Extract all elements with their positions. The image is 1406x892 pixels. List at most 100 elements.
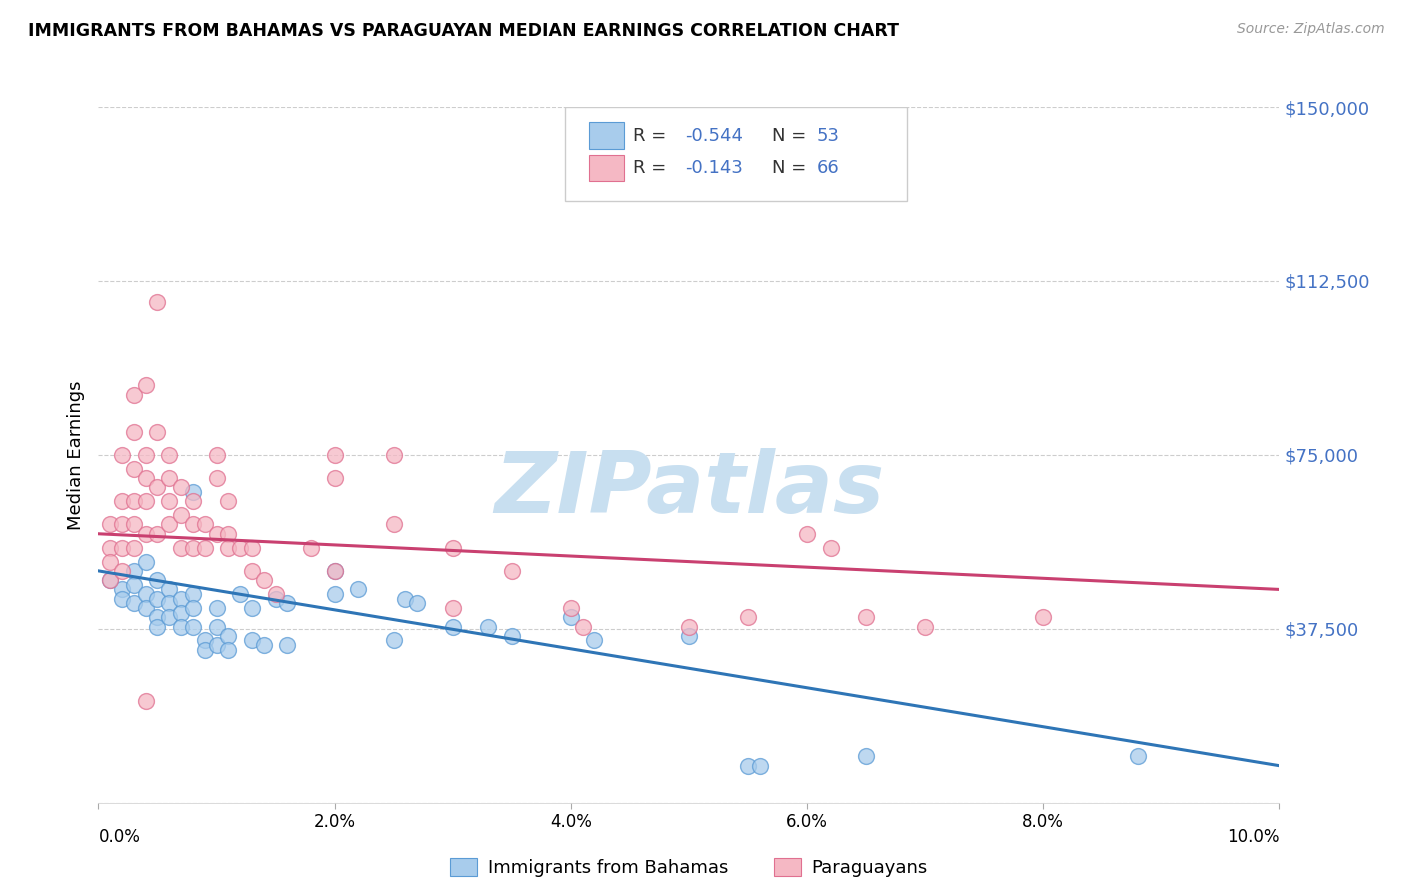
Point	[122, 578, 145, 592]
Point	[111, 541, 134, 555]
Point	[240, 541, 263, 555]
Point	[135, 555, 157, 569]
Legend: Immigrants from Bahamas, Paraguayans: Immigrants from Bahamas, Paraguayans	[443, 850, 935, 884]
Point	[1126, 749, 1149, 764]
Point	[146, 619, 169, 633]
Text: -0.143: -0.143	[685, 160, 744, 178]
Point	[205, 638, 228, 652]
Point	[135, 587, 157, 601]
Point	[194, 517, 217, 532]
Text: Source: ZipAtlas.com: Source: ZipAtlas.com	[1237, 22, 1385, 37]
Point	[170, 619, 193, 633]
Point	[135, 694, 157, 708]
Text: R =: R =	[634, 127, 672, 145]
Point	[276, 638, 298, 652]
Point	[122, 564, 145, 578]
Point	[678, 619, 700, 633]
Point	[181, 587, 204, 601]
Point	[194, 541, 217, 555]
Point	[146, 425, 169, 439]
Point	[678, 629, 700, 643]
Point	[205, 471, 228, 485]
Text: IMMIGRANTS FROM BAHAMAS VS PARAGUAYAN MEDIAN EARNINGS CORRELATION CHART: IMMIGRANTS FROM BAHAMAS VS PARAGUAYAN ME…	[28, 22, 898, 40]
Point	[146, 573, 169, 587]
Text: R =: R =	[634, 160, 672, 178]
Point	[855, 610, 877, 624]
Point	[501, 629, 523, 643]
Point	[157, 494, 180, 508]
Point	[181, 541, 204, 555]
Text: ZIPatlas: ZIPatlas	[494, 448, 884, 532]
Point	[122, 517, 145, 532]
Point	[111, 582, 134, 597]
Point	[181, 619, 204, 633]
Point	[299, 541, 322, 555]
Point	[111, 517, 134, 532]
Point	[194, 642, 217, 657]
Point	[240, 633, 263, 648]
Point	[98, 555, 121, 569]
Point	[229, 587, 252, 601]
Text: 0.0%: 0.0%	[98, 828, 141, 846]
Point	[477, 619, 499, 633]
Point	[217, 494, 239, 508]
Point	[820, 541, 842, 555]
Point	[135, 601, 157, 615]
Point	[441, 541, 464, 555]
Point	[560, 610, 582, 624]
Point	[122, 387, 145, 401]
Point	[914, 619, 936, 633]
Point	[122, 541, 145, 555]
Point	[181, 494, 204, 508]
Point	[157, 582, 180, 597]
Point	[441, 619, 464, 633]
Point	[323, 587, 346, 601]
Point	[323, 471, 346, 485]
Point	[181, 485, 204, 500]
Point	[98, 541, 121, 555]
Point	[737, 610, 759, 624]
Point	[122, 494, 145, 508]
Point	[122, 425, 145, 439]
Point	[347, 582, 370, 597]
Point	[146, 526, 169, 541]
Point	[170, 480, 193, 494]
Point	[748, 758, 770, 772]
Point	[205, 619, 228, 633]
Point	[323, 564, 346, 578]
Point	[135, 494, 157, 508]
Point	[394, 591, 416, 606]
Point	[146, 591, 169, 606]
Point	[135, 526, 157, 541]
Point	[276, 596, 298, 610]
FancyBboxPatch shape	[565, 107, 907, 201]
Point	[323, 564, 346, 578]
Point	[157, 448, 180, 462]
Point	[217, 642, 239, 657]
Point	[111, 448, 134, 462]
Point	[264, 587, 287, 601]
Point	[157, 471, 180, 485]
Point	[170, 508, 193, 523]
Y-axis label: Median Earnings: Median Earnings	[66, 380, 84, 530]
Point	[264, 591, 287, 606]
Point	[253, 638, 276, 652]
Point	[170, 541, 193, 555]
Point	[181, 517, 204, 532]
Point	[217, 541, 239, 555]
Point	[205, 448, 228, 462]
Point	[560, 601, 582, 615]
Point	[157, 610, 180, 624]
Point	[855, 749, 877, 764]
Point	[240, 564, 263, 578]
Point	[146, 610, 169, 624]
Point	[111, 494, 134, 508]
Point	[181, 601, 204, 615]
Point	[205, 526, 228, 541]
Point	[111, 564, 134, 578]
Point	[217, 526, 239, 541]
Point	[170, 591, 193, 606]
Point	[98, 573, 121, 587]
Point	[382, 633, 405, 648]
FancyBboxPatch shape	[589, 122, 624, 149]
